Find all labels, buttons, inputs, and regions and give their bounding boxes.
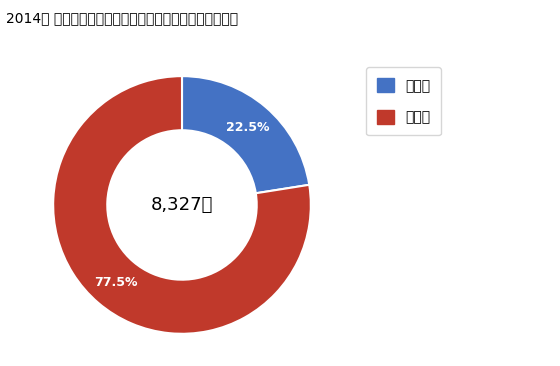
Legend: 小売業, 卸売業: 小売業, 卸売業 (366, 67, 441, 135)
Text: 8,327人: 8,327人 (151, 196, 213, 214)
Wedge shape (53, 76, 311, 334)
Circle shape (108, 130, 256, 280)
Text: 2014年 商業の従業者数にしめる卸売業と小売業のシェア: 2014年 商業の従業者数にしめる卸売業と小売業のシェア (6, 11, 238, 25)
Text: 22.5%: 22.5% (226, 121, 270, 134)
Text: 77.5%: 77.5% (94, 276, 138, 289)
Wedge shape (182, 76, 309, 193)
